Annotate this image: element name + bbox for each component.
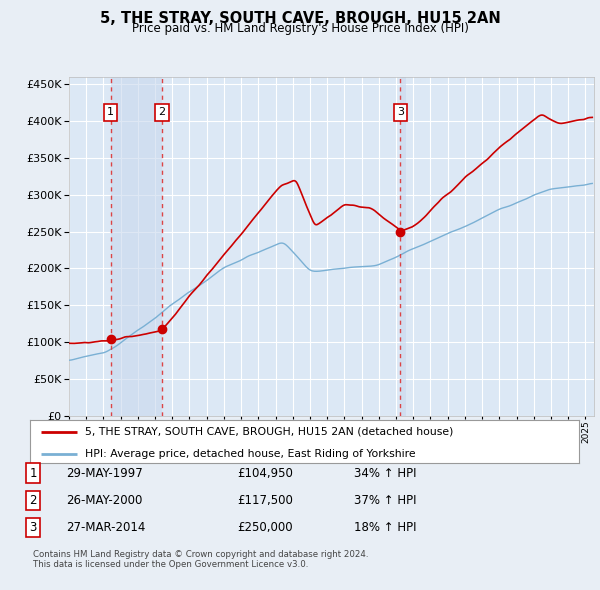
Text: Contains HM Land Registry data © Crown copyright and database right 2024.: Contains HM Land Registry data © Crown c… <box>33 550 368 559</box>
Text: £104,950: £104,950 <box>237 467 293 480</box>
Text: 27-MAR-2014: 27-MAR-2014 <box>66 521 145 534</box>
Text: 1: 1 <box>107 107 114 117</box>
Text: 37% ↑ HPI: 37% ↑ HPI <box>354 494 416 507</box>
Text: 26-MAY-2000: 26-MAY-2000 <box>66 494 142 507</box>
Bar <box>110 77 162 416</box>
Text: 29-MAY-1997: 29-MAY-1997 <box>66 467 143 480</box>
Text: Price paid vs. HM Land Registry's House Price Index (HPI): Price paid vs. HM Land Registry's House … <box>131 22 469 35</box>
Text: £250,000: £250,000 <box>237 521 293 534</box>
Text: HPI: Average price, detached house, East Riding of Yorkshire: HPI: Average price, detached house, East… <box>85 448 416 458</box>
Text: 2: 2 <box>29 494 37 507</box>
Text: 2: 2 <box>158 107 166 117</box>
Text: £117,500: £117,500 <box>237 494 293 507</box>
Text: 1: 1 <box>29 467 37 480</box>
Text: 18% ↑ HPI: 18% ↑ HPI <box>354 521 416 534</box>
Text: 34% ↑ HPI: 34% ↑ HPI <box>354 467 416 480</box>
Text: 5, THE STRAY, SOUTH CAVE, BROUGH, HU15 2AN: 5, THE STRAY, SOUTH CAVE, BROUGH, HU15 2… <box>100 11 500 25</box>
Text: 3: 3 <box>397 107 404 117</box>
Bar <box>400 77 406 416</box>
Text: This data is licensed under the Open Government Licence v3.0.: This data is licensed under the Open Gov… <box>33 560 308 569</box>
Text: 3: 3 <box>29 521 37 534</box>
Text: 5, THE STRAY, SOUTH CAVE, BROUGH, HU15 2AN (detached house): 5, THE STRAY, SOUTH CAVE, BROUGH, HU15 2… <box>85 427 453 437</box>
